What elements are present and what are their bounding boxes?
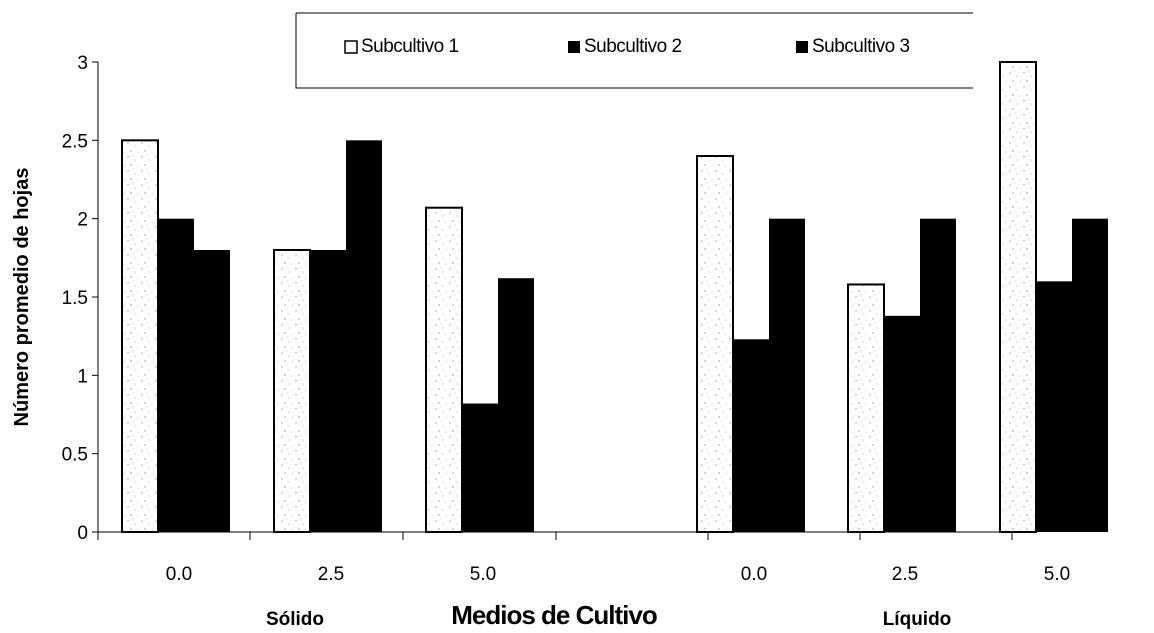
bar-subcultivo-1 (121, 139, 159, 533)
y-tick-label: 1 (77, 366, 88, 387)
group-label-liquido: Líquido (883, 609, 952, 630)
bar-subcultivo-3 (769, 218, 805, 532)
legend-label-subcultivo-2: Subcultivo 2 (584, 36, 682, 57)
legend-label-subcultivo-1: Subcultivo 1 (361, 36, 459, 57)
x-tick-label: 5.0 (470, 564, 496, 585)
bar-subcultivo-2 (884, 315, 920, 532)
bar-subcultivo-1 (696, 155, 734, 533)
y-tick-label: 0.5 (62, 445, 88, 466)
bar-subcultivo-1 (273, 249, 311, 533)
bar-subcultivo-3 (498, 278, 534, 532)
y-tick-label: 1.5 (62, 288, 88, 309)
y-tick-label: 2.5 (62, 131, 88, 152)
bars (121, 61, 1108, 534)
group-label-solido: Sólido (266, 609, 324, 630)
y-axis-label: Número promedio de hojas (11, 168, 33, 427)
bar-subcultivo-2 (310, 250, 346, 532)
x-tick-label: 5.0 (1044, 564, 1070, 585)
x-tick-label: 2.5 (892, 564, 918, 585)
bar-subcultivo-2 (462, 403, 498, 532)
bar-subcultivo-1 (847, 283, 885, 534)
x-tick-label: 0.0 (741, 564, 767, 585)
legend-label-subcultivo-3: Subcultivo 3 (812, 36, 910, 57)
bar-subcultivo-3 (920, 218, 956, 532)
x-tick-label: 2.5 (318, 564, 344, 585)
bar-subcultivo-3 (1072, 218, 1108, 532)
x-ticks: 0.0 2.5 5.0 0.0 2.5 5.0 (97, 532, 1070, 585)
y-tick-label: 2 (77, 210, 88, 231)
legend-swatch-subcultivo-3 (796, 41, 808, 53)
bar-subcultivo-2 (158, 218, 194, 532)
y-ticks: 0 0.5 1 1.5 2 2.5 3 (62, 53, 98, 544)
legend-swatch-subcultivo-2 (568, 41, 580, 53)
x-tick-label: 0.0 (166, 564, 192, 585)
bar-subcultivo-2 (733, 339, 769, 532)
bar-subcultivo-1 (999, 61, 1037, 533)
legend: Subcultivo 1 Subcultivo 2 Subcultivo 3 (295, 12, 973, 89)
legend-swatch-subcultivo-1 (344, 40, 358, 54)
bar-subcultivo-2 (1036, 281, 1072, 532)
x-axis-label: Medios de Cultivo (451, 600, 657, 630)
y-tick-label: 3 (77, 53, 88, 74)
bar-subcultivo-1 (425, 206, 463, 533)
bar-subcultivo-3 (194, 250, 230, 532)
y-tick-label: 0 (77, 523, 88, 544)
bar-subcultivo-3 (346, 140, 382, 533)
legend-border (295, 12, 973, 89)
